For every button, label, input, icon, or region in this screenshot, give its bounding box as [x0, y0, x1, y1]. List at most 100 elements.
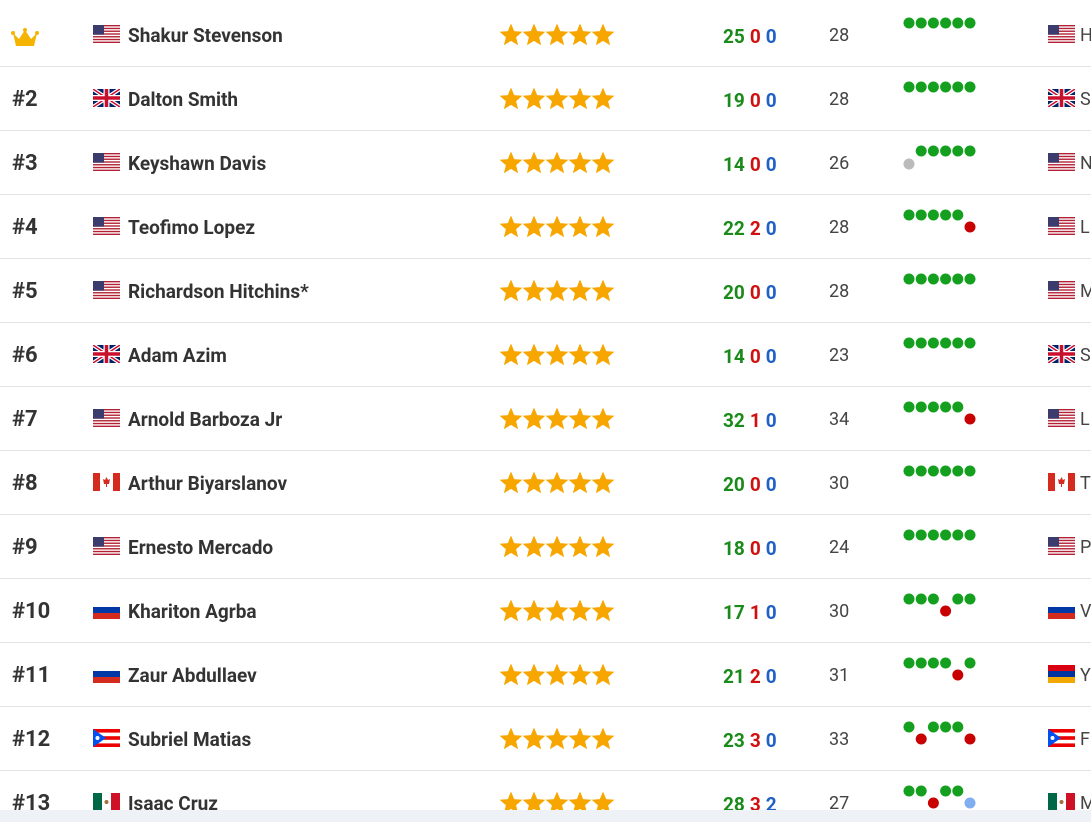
form-dot [952, 529, 964, 541]
form-dot [927, 593, 939, 605]
form-dot [964, 221, 976, 233]
country-flag [93, 665, 120, 683]
form-dot [903, 273, 915, 285]
record-wins: 17 [723, 601, 745, 624]
form-dot [964, 413, 976, 425]
record-draws: 0 [765, 345, 777, 368]
country-flag [93, 409, 120, 427]
star [591, 535, 615, 558]
star [591, 151, 615, 174]
age: 30 [829, 473, 850, 494]
star [545, 407, 569, 430]
star [522, 151, 546, 174]
form-dot [927, 721, 939, 733]
form-dot [903, 337, 915, 349]
form-dot [952, 337, 964, 349]
form-dot [964, 797, 976, 809]
star [591, 791, 615, 810]
star [499, 599, 523, 622]
location: Y [1080, 665, 1091, 686]
record-draws: 0 [765, 409, 777, 432]
form-dot [940, 465, 952, 477]
form-dot [903, 785, 915, 797]
star [499, 343, 523, 366]
recent-form [903, 785, 976, 809]
form-dot [927, 273, 939, 285]
age: 28 [829, 25, 850, 46]
fighter-row: #13 Isaac Cruz 28 3 2 27 M [0, 771, 1091, 810]
location-flag [1048, 281, 1075, 299]
record: 28 3 2 [723, 793, 782, 810]
star [522, 215, 546, 238]
star [545, 727, 569, 750]
record-losses: 0 [749, 345, 761, 368]
record-wins: 28 [723, 793, 745, 810]
fighter-name: Ernesto Mercado [128, 536, 274, 559]
age: 27 [829, 793, 850, 810]
fighter-name: Adam Azim [128, 344, 227, 367]
form-dot [940, 209, 952, 221]
record-wins: 14 [723, 153, 745, 176]
form-dot [903, 529, 915, 541]
form-dot [927, 465, 939, 477]
form-dot [964, 273, 976, 285]
form-dot [903, 657, 915, 669]
form-dot [927, 657, 939, 669]
star [545, 151, 569, 174]
star [499, 663, 523, 686]
country-flag [93, 729, 120, 747]
star [568, 23, 592, 46]
form-dot [903, 721, 915, 733]
fighter-name: Shakur Stevenson [128, 24, 283, 47]
location: T [1080, 473, 1091, 494]
form-dot [940, 81, 952, 93]
star-rating [499, 663, 615, 686]
record-draws: 0 [765, 601, 777, 624]
location: P [1080, 537, 1091, 558]
rank: #8 [12, 471, 38, 496]
age: 23 [829, 345, 850, 366]
recent-form [903, 81, 976, 93]
record-draws: 0 [765, 89, 777, 112]
fighter-name: Keyshawn Davis [128, 152, 267, 175]
star-rating [499, 87, 615, 110]
record-losses: 1 [749, 409, 761, 432]
star [545, 215, 569, 238]
star [591, 343, 615, 366]
star [545, 663, 569, 686]
star-rating [499, 727, 615, 750]
star [522, 791, 546, 810]
record-wins: 20 [723, 473, 745, 496]
fighter-row: #2 Dalton Smith 19 0 0 28 S [0, 67, 1091, 131]
star-rating [499, 215, 615, 238]
form-dot [915, 337, 927, 349]
form-dot [903, 209, 915, 221]
star [591, 663, 615, 686]
star [545, 535, 569, 558]
star [568, 151, 592, 174]
record-draws: 0 [765, 217, 777, 240]
form-dot [964, 81, 976, 93]
star-rating [499, 279, 615, 302]
location: V [1080, 601, 1091, 622]
form-dot [940, 145, 952, 157]
fighter-row: #5 Richardson Hitchins* 20 0 0 28 M [0, 259, 1091, 323]
record-losses: 0 [749, 537, 761, 560]
record-wins: 32 [723, 409, 745, 432]
form-dot [915, 401, 927, 413]
star-rating [499, 535, 615, 558]
star [499, 151, 523, 174]
form-dot [964, 657, 976, 669]
record: 14 0 0 [723, 153, 782, 176]
star [545, 599, 569, 622]
record-wins: 25 [723, 25, 745, 48]
form-dot [915, 209, 927, 221]
star [545, 471, 569, 494]
recent-form [903, 529, 976, 541]
country-flag [93, 153, 120, 171]
star [591, 471, 615, 494]
star [499, 791, 523, 810]
form-dot [964, 529, 976, 541]
star [568, 87, 592, 110]
